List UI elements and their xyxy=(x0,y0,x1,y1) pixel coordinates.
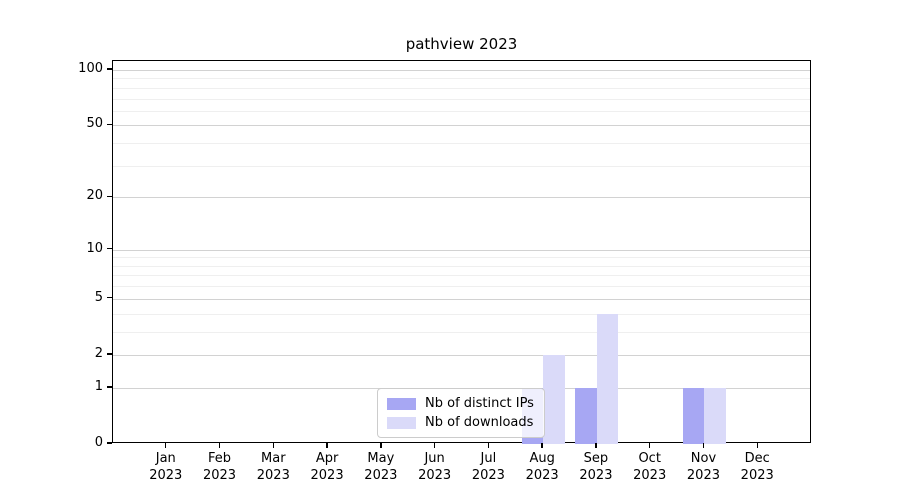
x-tick-label: Jan 2023 xyxy=(149,451,183,483)
legend-swatch-distinct-ips xyxy=(387,397,416,410)
chart-title: pathview 2023 xyxy=(405,35,518,53)
x-tick-label: Jul 2023 xyxy=(471,451,505,483)
y-tick-mark xyxy=(106,297,112,299)
y-tick-mark xyxy=(106,68,112,70)
bar-distinct-ips-sep xyxy=(575,387,597,444)
minor-gridline xyxy=(113,143,810,145)
x-tick-mark xyxy=(218,443,221,448)
legend-row-downloads: Nb of downloads xyxy=(387,415,535,431)
y-tick-mark xyxy=(106,353,112,355)
minor-gridline xyxy=(113,313,810,315)
y-tick-label: 5 xyxy=(94,289,103,305)
y-tick-mark xyxy=(106,247,112,250)
y-tick-label: 50 xyxy=(86,116,103,132)
x-tick-mark xyxy=(541,443,543,448)
minor-gridline xyxy=(113,265,810,267)
x-tick-label: May 2023 xyxy=(364,451,398,483)
x-tick-mark xyxy=(433,443,436,448)
x-tick-label: Nov 2023 xyxy=(686,451,720,483)
x-tick-label: Jun 2023 xyxy=(418,451,452,483)
minor-gridline xyxy=(113,165,810,167)
x-tick-mark xyxy=(702,443,705,448)
y-tick-label: 0 xyxy=(94,435,103,450)
plot-area xyxy=(112,60,811,444)
x-tick-mark xyxy=(756,443,758,448)
x-tick-label: Sep 2023 xyxy=(579,451,613,483)
x-tick-mark xyxy=(165,443,167,448)
y-tick-label: 2 xyxy=(94,345,103,361)
bar-downloads-nov xyxy=(704,387,726,444)
x-tick-mark xyxy=(380,443,382,448)
major-gridline xyxy=(113,298,810,300)
y-tick-mark xyxy=(106,123,112,126)
x-tick-mark xyxy=(595,443,597,448)
x-tick-label: Mar 2023 xyxy=(256,451,290,483)
bar-downloads-aug xyxy=(543,354,565,444)
minor-gridline xyxy=(113,257,810,259)
minor-gridline xyxy=(113,331,810,333)
minor-gridline xyxy=(113,275,810,277)
y-tick-mark xyxy=(106,442,112,444)
y-tick-label: 20 xyxy=(86,188,103,204)
minor-gridline xyxy=(113,286,810,288)
y-tick-label: 10 xyxy=(86,240,103,256)
bar-distinct-ips-nov xyxy=(682,387,705,444)
minor-gridline xyxy=(113,87,810,89)
major-gridline xyxy=(113,249,810,251)
major-gridline xyxy=(113,125,810,127)
minor-gridline xyxy=(113,110,810,112)
bar-downloads-sep xyxy=(596,313,619,444)
y-tick-mark xyxy=(106,386,112,388)
x-tick-label: Oct 2023 xyxy=(633,451,667,483)
major-gridline xyxy=(113,354,810,356)
x-tick-label: Aug 2023 xyxy=(525,451,559,483)
legend-swatch-downloads xyxy=(387,416,416,429)
x-tick-mark xyxy=(487,443,490,448)
minor-gridline xyxy=(113,78,810,80)
legend-row-distinct-ips: Nb of distinct IPs xyxy=(387,396,535,412)
legend-label-distinct-ips: Nb of distinct IPs xyxy=(425,395,534,411)
x-tick-label: Feb 2023 xyxy=(202,451,237,483)
major-gridline xyxy=(113,197,810,199)
legend-label-downloads: Nb of downloads xyxy=(425,414,534,430)
x-tick-mark xyxy=(326,443,328,448)
x-tick-mark xyxy=(272,443,274,448)
y-tick-mark xyxy=(106,195,112,197)
x-tick-mark xyxy=(648,443,651,448)
x-tick-label: Dec 2023 xyxy=(740,451,774,483)
x-tick-label: Apr 2023 xyxy=(310,451,344,483)
minor-gridline xyxy=(113,98,810,100)
y-tick-label: 100 xyxy=(78,61,103,76)
y-tick-label: 1 xyxy=(94,378,103,394)
major-gridline xyxy=(113,70,810,71)
legend: Nb of distinct IPs Nb of downloads xyxy=(377,388,545,438)
